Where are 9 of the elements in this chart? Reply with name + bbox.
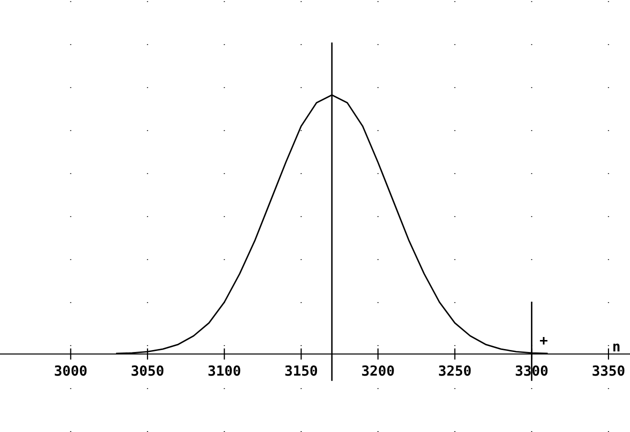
- x-axis-title: n: [613, 344, 620, 352]
- x-tick-label: 3050: [132, 365, 164, 376]
- x-tick-label: 3100: [208, 365, 240, 376]
- annotation: +: [540, 337, 548, 344]
- x-tick-label: 3350: [592, 365, 624, 376]
- x-tick-label: 3250: [438, 365, 471, 376]
- x-tick-label: 3150: [285, 365, 318, 376]
- x-tick-label: 3000: [54, 365, 87, 376]
- x-tick-label: 3200: [362, 365, 394, 376]
